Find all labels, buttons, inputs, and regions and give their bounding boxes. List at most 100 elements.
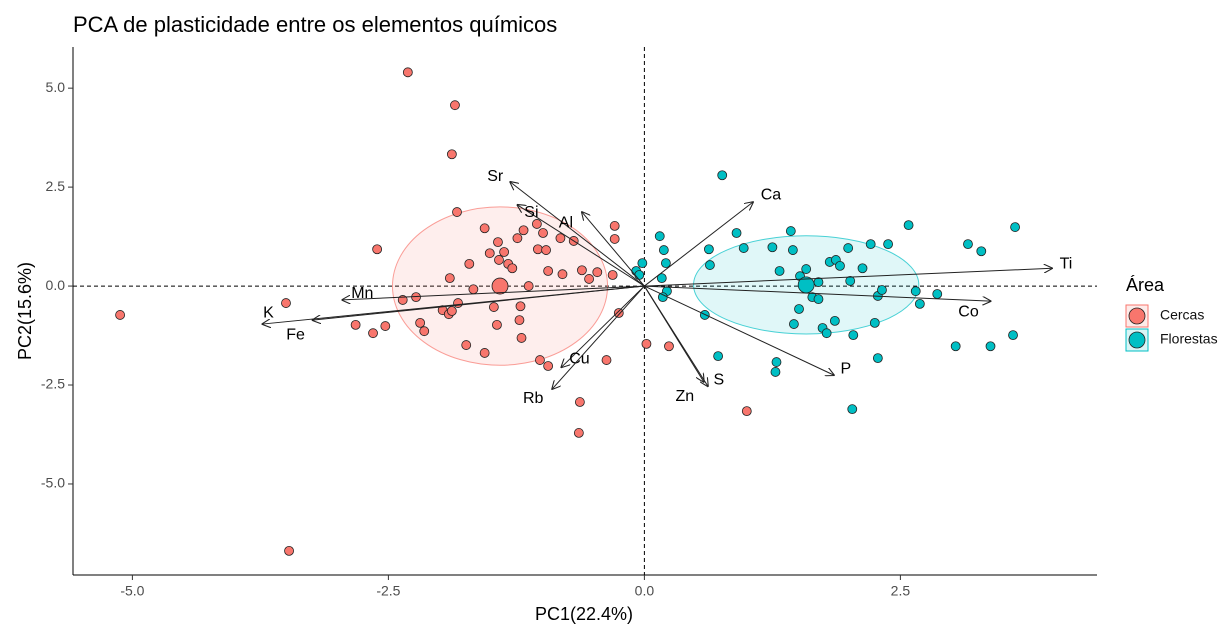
loading-label: Zn xyxy=(675,388,694,405)
point xyxy=(592,267,603,278)
point xyxy=(835,260,845,271)
point xyxy=(450,100,460,111)
loading-label: Si xyxy=(524,204,538,221)
point xyxy=(877,285,887,295)
point xyxy=(543,361,554,371)
point xyxy=(883,239,894,250)
legend-symbol xyxy=(1128,331,1146,349)
loading-label: Al xyxy=(559,214,573,231)
point xyxy=(658,245,669,255)
point xyxy=(785,226,796,236)
point xyxy=(903,220,914,231)
point xyxy=(514,315,525,326)
loading-arrow xyxy=(643,285,703,382)
point xyxy=(380,321,391,331)
point xyxy=(368,328,378,339)
point xyxy=(538,228,548,238)
loading-arrow xyxy=(510,182,645,287)
point xyxy=(738,243,749,253)
point xyxy=(657,292,668,303)
point xyxy=(1008,330,1018,341)
point xyxy=(664,341,674,352)
loading-label: Ti xyxy=(1060,255,1073,272)
point xyxy=(705,260,715,270)
point xyxy=(910,286,921,297)
chart-title: PCA de plasticidade entre os elementos q… xyxy=(73,12,557,37)
loading-label: S xyxy=(714,371,725,388)
point xyxy=(654,231,665,242)
point xyxy=(512,233,523,244)
point xyxy=(492,319,502,330)
legend-label: Florestas xyxy=(1160,331,1218,347)
point xyxy=(985,341,996,352)
point xyxy=(787,245,798,255)
loading-label: K xyxy=(263,304,274,321)
point xyxy=(446,149,457,160)
point xyxy=(493,237,503,248)
y-tick-label: 0.0 xyxy=(46,277,66,293)
loading-arrow xyxy=(644,268,1052,287)
point xyxy=(801,264,812,274)
loading-arrow xyxy=(644,202,753,287)
point xyxy=(557,269,568,280)
point xyxy=(771,357,782,367)
point xyxy=(532,244,543,255)
legend-title: Área xyxy=(1126,275,1165,295)
point xyxy=(872,353,883,364)
point xyxy=(767,242,778,253)
loading-arrow xyxy=(561,285,645,367)
point xyxy=(543,266,554,276)
point xyxy=(637,258,648,269)
x-tick-label: 2.5 xyxy=(891,583,911,599)
point xyxy=(516,333,527,343)
point xyxy=(869,317,880,328)
point xyxy=(444,273,455,284)
point xyxy=(415,317,426,328)
point xyxy=(660,258,671,269)
loading-label: Rb xyxy=(523,390,544,407)
loading-label: Fe xyxy=(286,326,305,343)
point xyxy=(350,319,361,330)
point xyxy=(713,351,724,362)
point xyxy=(453,298,463,308)
point xyxy=(704,244,714,255)
point xyxy=(555,233,566,244)
x-tick-label: -2.5 xyxy=(376,583,400,599)
loading-arrow xyxy=(582,212,645,287)
legend-symbol xyxy=(1128,307,1146,325)
loading-arrow xyxy=(552,285,645,389)
point xyxy=(976,246,987,257)
point xyxy=(857,263,868,274)
point xyxy=(821,328,832,339)
y-tick-label: -5.0 xyxy=(41,475,65,491)
point xyxy=(281,298,291,308)
x-tick-label: 0.0 xyxy=(635,583,655,599)
point xyxy=(641,338,652,349)
point xyxy=(507,263,518,274)
point xyxy=(843,243,854,253)
point xyxy=(494,255,504,265)
point xyxy=(613,308,624,318)
loading-arrow xyxy=(342,285,645,300)
point xyxy=(656,273,667,284)
loading-label: Mn xyxy=(351,285,373,302)
point xyxy=(577,265,587,276)
loading-arrow xyxy=(517,205,645,287)
loading-arrow xyxy=(262,285,645,324)
point xyxy=(914,298,925,309)
point xyxy=(484,248,495,259)
point xyxy=(573,428,584,438)
point xyxy=(574,397,585,407)
point xyxy=(115,310,126,320)
point xyxy=(847,404,858,415)
point xyxy=(523,281,534,291)
point xyxy=(601,355,612,365)
loading-label: Ca xyxy=(761,186,782,203)
point xyxy=(518,225,529,236)
point xyxy=(464,258,475,269)
point xyxy=(461,340,472,350)
point xyxy=(717,170,728,181)
point xyxy=(372,244,383,255)
loading-label: Sr xyxy=(487,168,504,185)
